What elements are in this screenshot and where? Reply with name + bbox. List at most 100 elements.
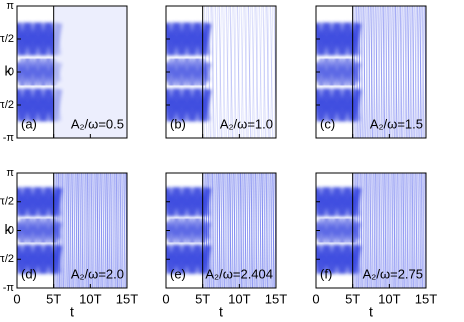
stripe [244, 6, 248, 138]
stripe [240, 6, 244, 138]
stripe [259, 6, 263, 138]
stripe [203, 173, 206, 288]
x-tick-label: 15T [265, 291, 287, 306]
y-tick-label: π [6, 167, 14, 179]
zigzag-band [166, 244, 211, 274]
stripe [353, 6, 356, 138]
stripe [420, 173, 424, 288]
stripe [255, 6, 259, 138]
stripe [251, 6, 255, 138]
stripe [211, 173, 215, 288]
stripe [393, 173, 396, 288]
stripe [119, 173, 122, 288]
stripe [248, 173, 251, 288]
left-fade [17, 173, 54, 180]
stripe [246, 173, 249, 288]
stripe [250, 173, 253, 288]
stripe [102, 173, 105, 288]
stripe [421, 6, 425, 138]
stripe [67, 173, 70, 288]
stripe [123, 173, 126, 288]
stripe [409, 173, 413, 288]
stripe [110, 173, 113, 288]
stripe [207, 173, 210, 288]
stripe [414, 6, 417, 138]
stripe [358, 6, 361, 138]
panel: 0 5T 10T 15T -π -π/2 0 π/2 π k t (d) A₂/ω=2.0 [0, 167, 138, 320]
wash [53, 6, 127, 138]
stripe [353, 6, 356, 138]
stripe [65, 173, 68, 288]
stripe [226, 6, 230, 138]
y-tick-label: π [6, 0, 14, 12]
stripe [207, 173, 210, 288]
stripe [370, 6, 374, 138]
stripe [417, 173, 420, 288]
stripe [368, 6, 371, 138]
stripe [259, 173, 262, 288]
stripe [213, 173, 217, 288]
stripe [229, 173, 232, 288]
stripe [242, 173, 245, 288]
stripe [240, 173, 243, 288]
stripe [227, 173, 230, 288]
stripe [237, 6, 241, 138]
stripe [215, 6, 219, 138]
y-tick-label: -π [3, 282, 15, 294]
stripe [237, 173, 240, 288]
left-fade [166, 281, 203, 288]
stripe [233, 173, 236, 288]
stripe [384, 173, 387, 288]
stripe [257, 173, 260, 288]
stripe [115, 173, 118, 288]
stripe [409, 6, 412, 138]
heatmap [316, 6, 426, 138]
stripe [400, 173, 403, 288]
x-tick-label: 10T [228, 291, 250, 306]
stripe [368, 6, 371, 138]
stripe [233, 6, 237, 138]
left-fade [166, 173, 203, 180]
stripe [100, 173, 103, 288]
stripe [261, 173, 264, 288]
stripe [98, 173, 101, 288]
stripe [117, 173, 121, 288]
stripe [375, 173, 378, 288]
stripe [209, 173, 212, 288]
stripe [207, 6, 211, 138]
stripe [402, 6, 405, 138]
annotation: A₂/ω=2.0 [71, 266, 124, 281]
stripe [399, 6, 403, 138]
stripe [371, 173, 374, 288]
stripe [356, 173, 359, 288]
stripe [377, 6, 381, 138]
panel-label: (c) [320, 116, 335, 131]
stripe [248, 6, 252, 138]
stripe [90, 173, 93, 288]
stripe [397, 173, 400, 288]
stripe [262, 6, 266, 138]
stripe [372, 6, 376, 138]
stripe [419, 6, 422, 138]
stripe [67, 173, 70, 288]
stripe [358, 6, 361, 138]
x-tick-label: 0 [312, 291, 319, 306]
stripe [266, 6, 270, 138]
stripe [110, 173, 113, 288]
stripe [369, 173, 372, 288]
panel-label: (d) [21, 266, 37, 281]
stripe [71, 173, 74, 288]
stripe [226, 173, 230, 288]
stripe [404, 6, 408, 138]
x-tick-label: 0 [13, 291, 20, 306]
zigzag-band [166, 53, 211, 91]
panel-label: (e) [170, 266, 186, 281]
zigzag-band [316, 244, 361, 274]
stripe [56, 173, 59, 288]
stripe [104, 173, 107, 288]
stripe [209, 173, 213, 288]
y-tick-label: -π [3, 132, 15, 144]
stripe [77, 173, 80, 288]
stripe [360, 173, 363, 288]
stripe [415, 173, 418, 288]
